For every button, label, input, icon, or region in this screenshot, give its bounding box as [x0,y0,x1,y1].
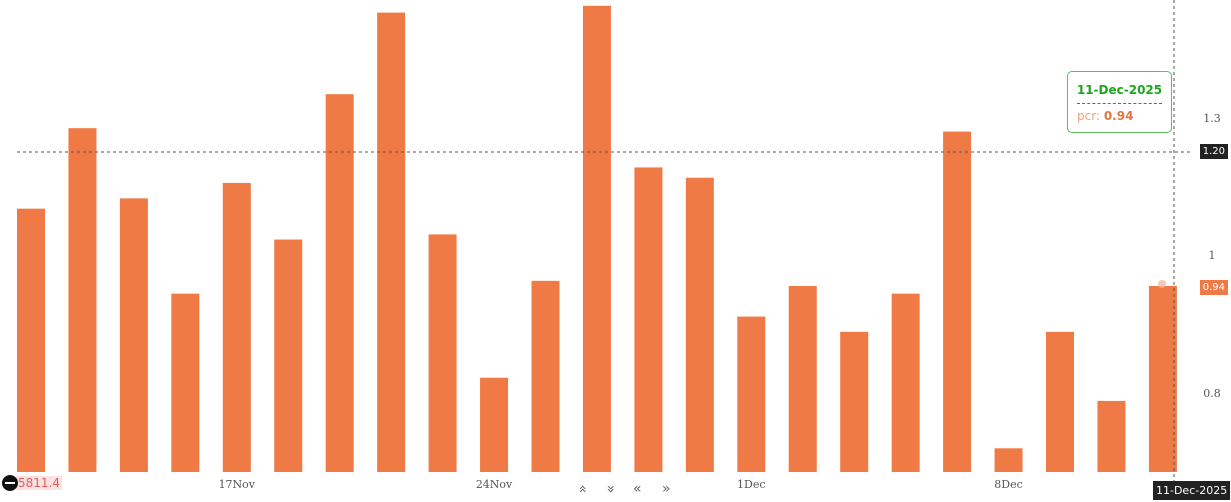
tooltip-date: 11-Dec-2025 [1076,83,1163,97]
bar[interactable] [274,239,303,472]
bar[interactable] [377,12,406,472]
y-tick-label: 1 [1209,249,1216,262]
bar[interactable] [171,293,200,472]
bar[interactable] [1148,286,1177,472]
bar[interactable] [222,182,251,472]
bar[interactable] [685,177,714,472]
bar[interactable] [634,167,663,472]
y-tick-label: 1.3 [1203,112,1221,125]
bar[interactable] [994,448,1023,472]
bar[interactable] [119,198,148,472]
scroll-up-button[interactable]: « [574,485,590,494]
current-value-label: 0.94 [1199,280,1228,295]
tooltip: 11-Dec-2025 pcr: 0.94 [1067,71,1172,133]
bar[interactable] [325,94,354,472]
bar[interactable] [737,316,766,472]
bar[interactable] [531,280,560,472]
bar[interactable] [1046,331,1074,472]
crosshair-y-label: 1.20 [1199,144,1228,159]
bar[interactable] [788,286,817,472]
scroll-left-button[interactable]: « [633,481,642,497]
bar[interactable] [582,5,611,473]
y-tick-label: 0.8 [1203,387,1221,400]
x-tick-label: 24Nov [476,478,513,491]
tooltip-divider [1077,103,1162,104]
bar[interactable] [68,128,97,472]
bar[interactable] [943,131,972,472]
x-tick-label: 1Dec [737,478,766,491]
tooltip-value-row: pcr: 0.94 [1077,109,1133,123]
tooltip-value: 0.94 [1103,109,1134,123]
bar[interactable] [17,208,45,472]
left-value-badge[interactable]: 5811.4 [2,474,62,492]
chevron-double-left-icon: « [633,481,642,497]
x-tick-label: 17Nov [219,478,256,491]
chevron-double-up-icon: « [574,484,591,494]
scroll-down-button[interactable]: » [602,485,618,494]
chevron-double-right-icon: » [662,481,671,497]
chevron-double-down-icon: » [602,484,619,494]
left-value: 5811.4 [16,476,62,490]
bar[interactable] [1097,400,1126,472]
bar[interactable] [840,331,869,472]
bar[interactable] [428,234,457,472]
crosshair-x-label: 11-Dec-2025 [1153,481,1231,500]
tooltip-key: pcr: [1077,109,1100,123]
x-tick-label: 8Dec [994,478,1023,491]
bar[interactable] [480,377,509,472]
bar[interactable] [891,293,920,472]
scroll-right-button[interactable]: » [662,481,671,497]
minus-circle-icon[interactable] [2,475,18,491]
hover-point [1158,280,1166,288]
